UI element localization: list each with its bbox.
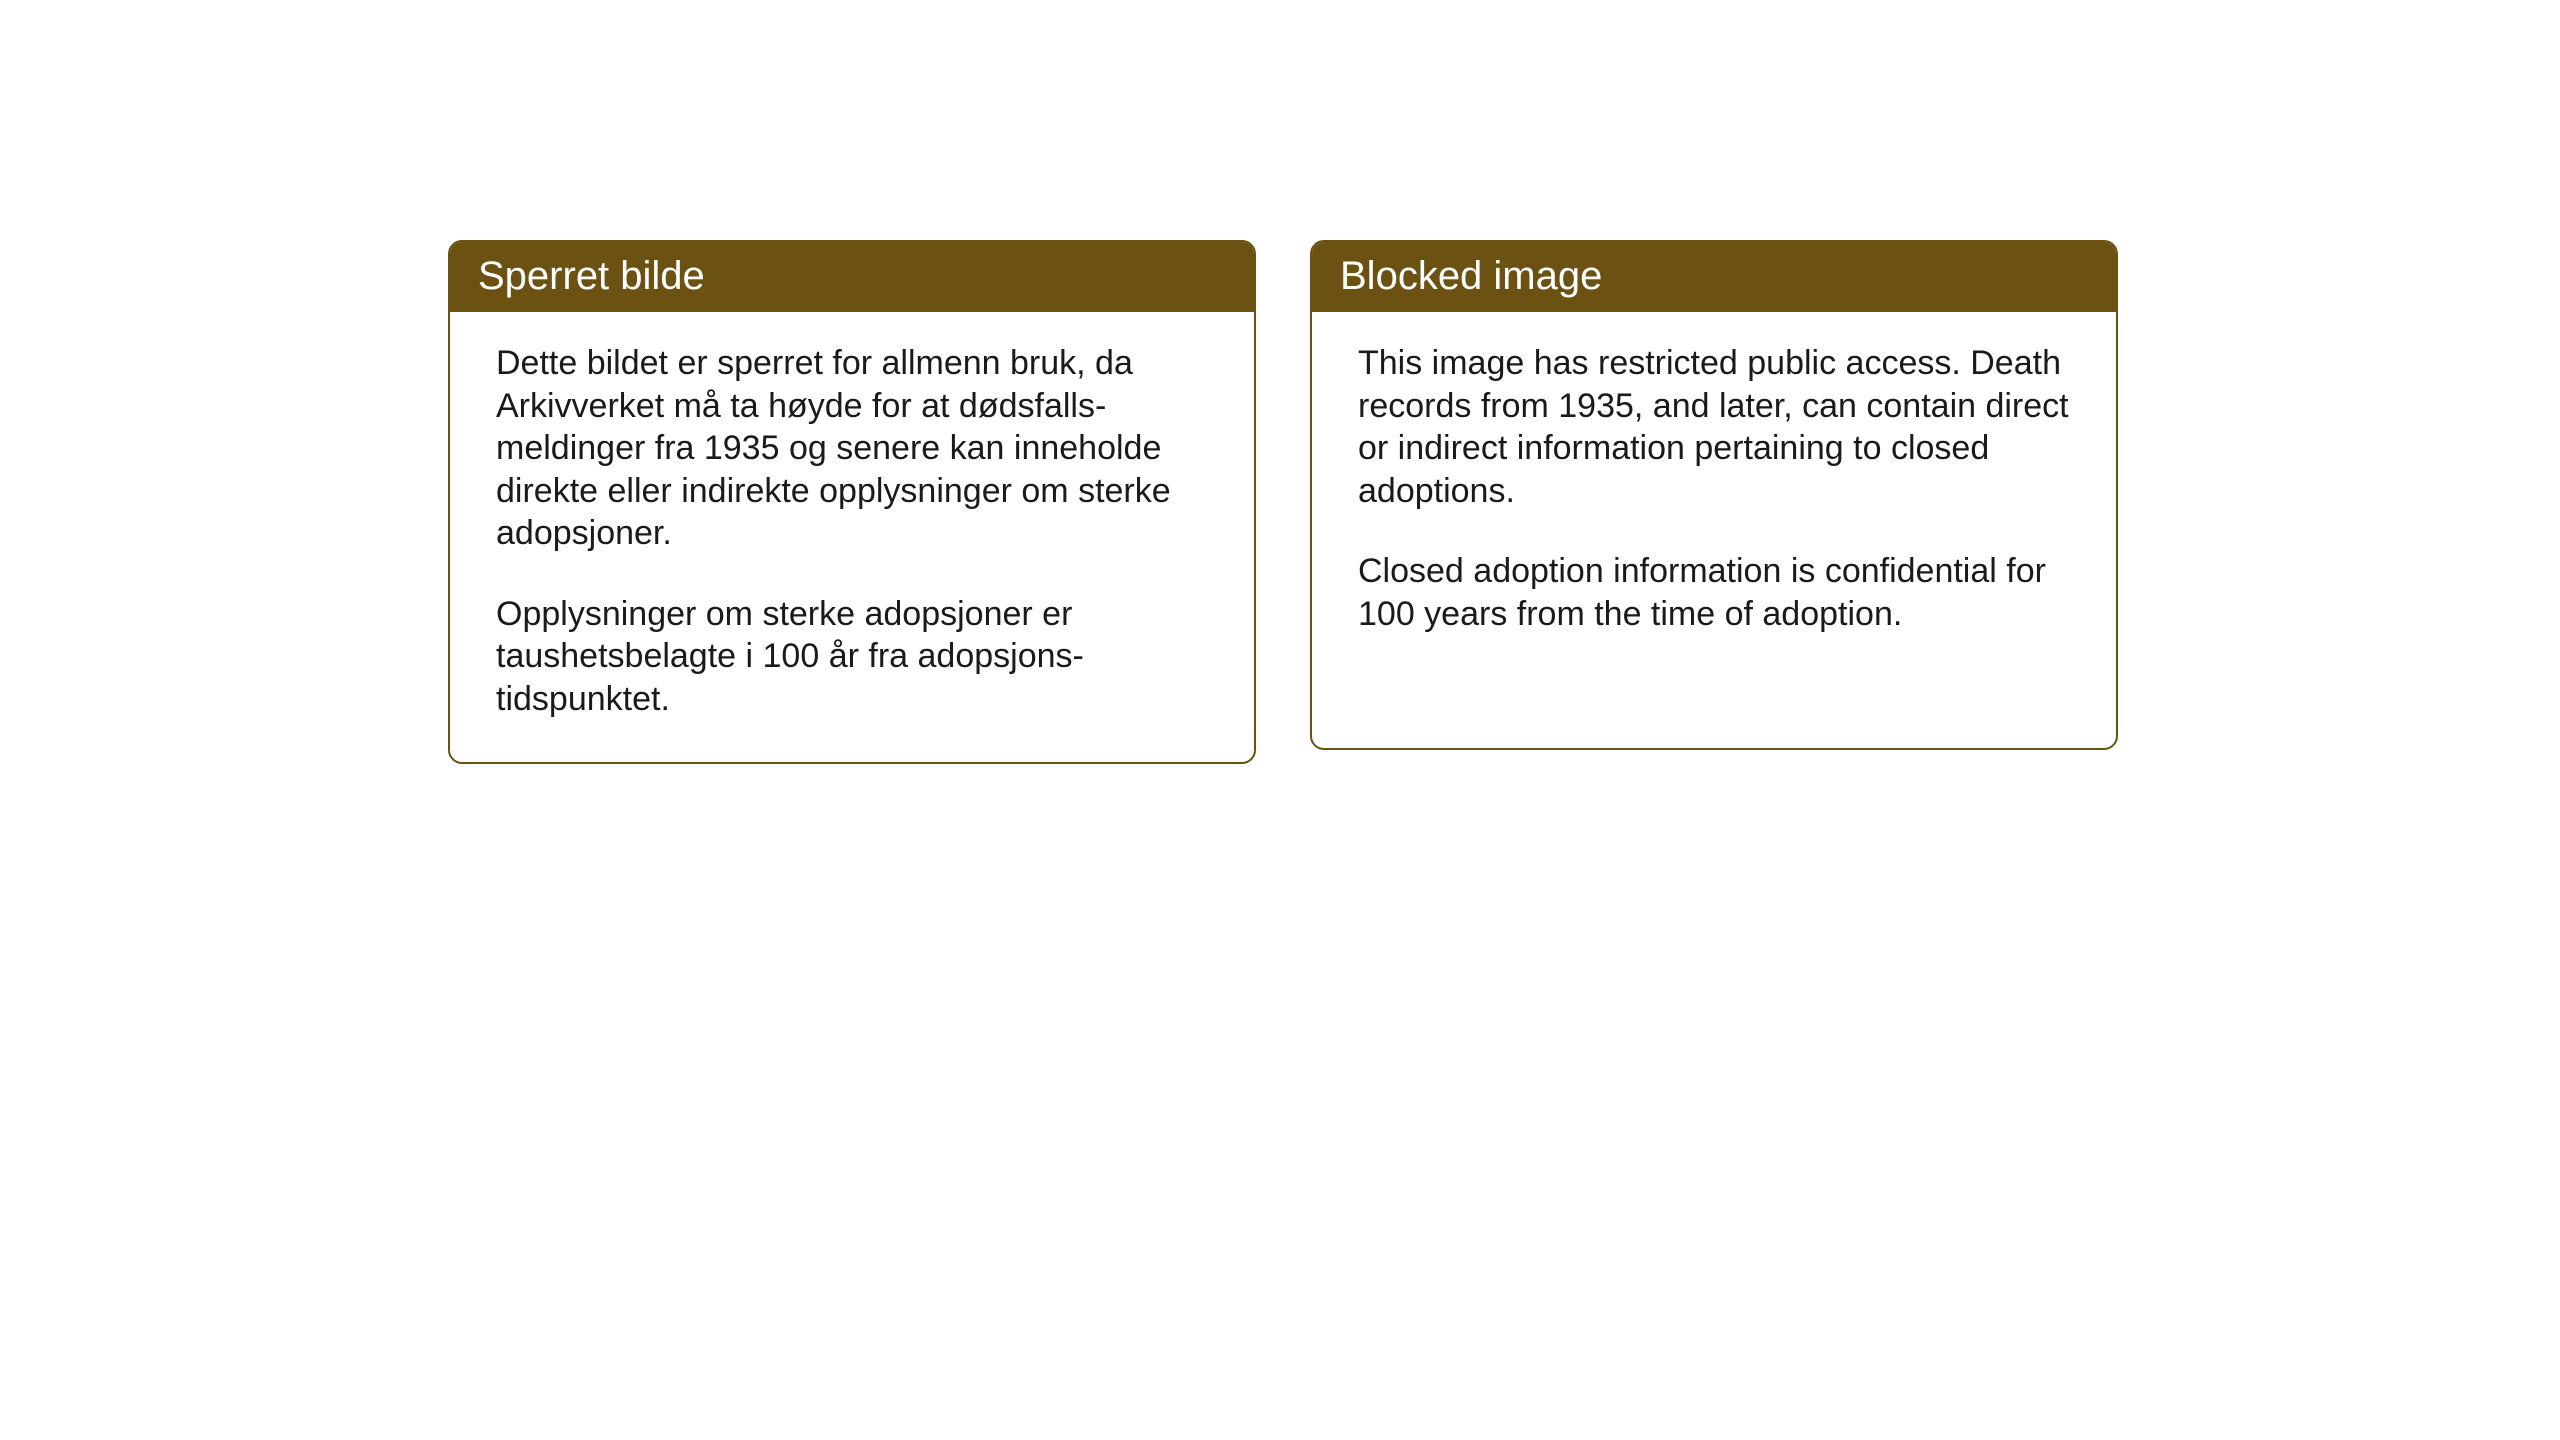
card-title-norwegian: Sperret bilde <box>478 254 705 298</box>
notice-container: Sperret bilde Dette bildet er sperret fo… <box>448 240 2118 764</box>
notice-card-norwegian: Sperret bilde Dette bildet er sperret fo… <box>448 240 1256 764</box>
notice-card-english: Blocked image This image has restricted … <box>1310 240 2118 750</box>
card-title-english: Blocked image <box>1340 254 1602 298</box>
card-paragraph-1-norwegian: Dette bildet er sperret for allmenn bruk… <box>496 342 1212 555</box>
card-paragraph-2-english: Closed adoption information is confident… <box>1358 550 2074 635</box>
card-paragraph-1-english: This image has restricted public access.… <box>1358 342 2074 512</box>
card-header-norwegian: Sperret bilde <box>450 242 1254 312</box>
card-header-english: Blocked image <box>1312 242 2116 312</box>
card-paragraph-2-norwegian: Opplysninger om sterke adopsjoner er tau… <box>496 593 1212 721</box>
card-body-norwegian: Dette bildet er sperret for allmenn bruk… <box>450 312 1254 762</box>
card-body-english: This image has restricted public access.… <box>1312 312 2116 677</box>
